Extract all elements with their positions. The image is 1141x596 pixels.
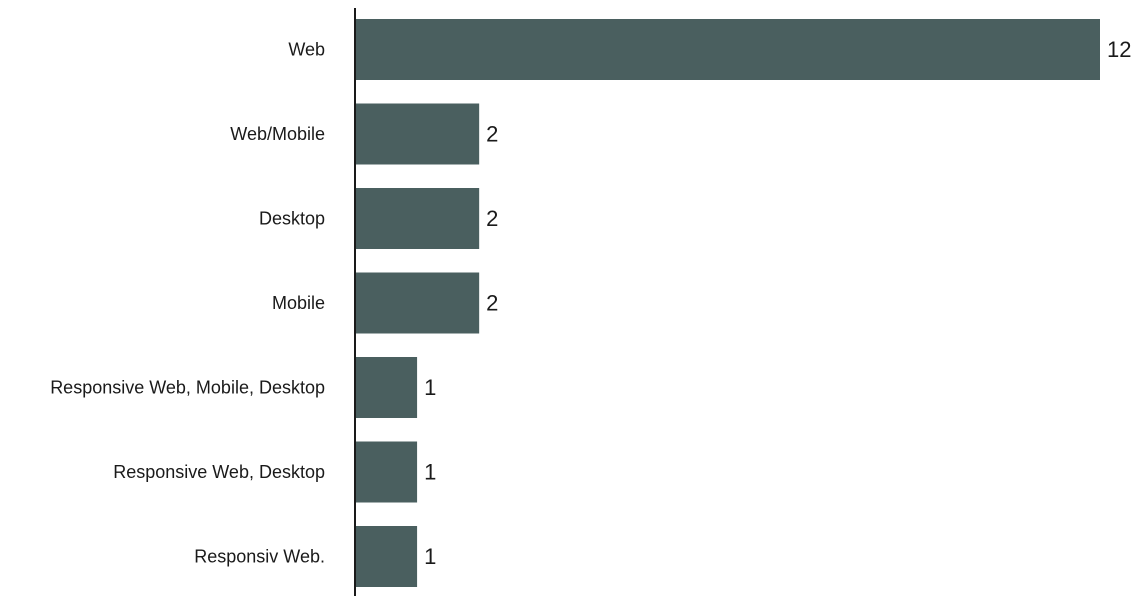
- bar-1: [355, 103, 480, 165]
- bars-layer: [355, 19, 1100, 587]
- category-label-6: Responsiv Web.: [194, 547, 325, 567]
- bar-5: [355, 441, 418, 503]
- value-label-3: 2: [486, 291, 498, 316]
- value-label-6: 1: [424, 544, 436, 569]
- bar-2: [355, 188, 480, 249]
- value-label-5: 1: [424, 460, 436, 485]
- value-labels: 12 2 2 2 1 1 1: [424, 37, 1131, 569]
- bar-3: [355, 272, 480, 334]
- category-label-5: Responsive Web, Desktop: [113, 462, 325, 482]
- category-labels: Web Web/Mobile Desktop Mobile Responsive Web…: [50, 40, 325, 567]
- category-label-3: Mobile: [272, 293, 325, 313]
- value-label-4: 1: [424, 375, 436, 400]
- category-label-4: Responsive Web, Mobile, Desktop: [50, 378, 325, 398]
- value-label-2: 2: [486, 206, 498, 231]
- value-label-1: 2: [486, 122, 498, 147]
- value-label-0: 12: [1107, 37, 1131, 62]
- bar-6: [355, 526, 418, 587]
- bar-0: [355, 19, 1100, 80]
- category-label-2: Desktop: [259, 209, 325, 229]
- category-label-0: Web: [288, 40, 325, 60]
- category-label-1: Web/Mobile: [230, 124, 325, 144]
- bar-4: [355, 357, 418, 418]
